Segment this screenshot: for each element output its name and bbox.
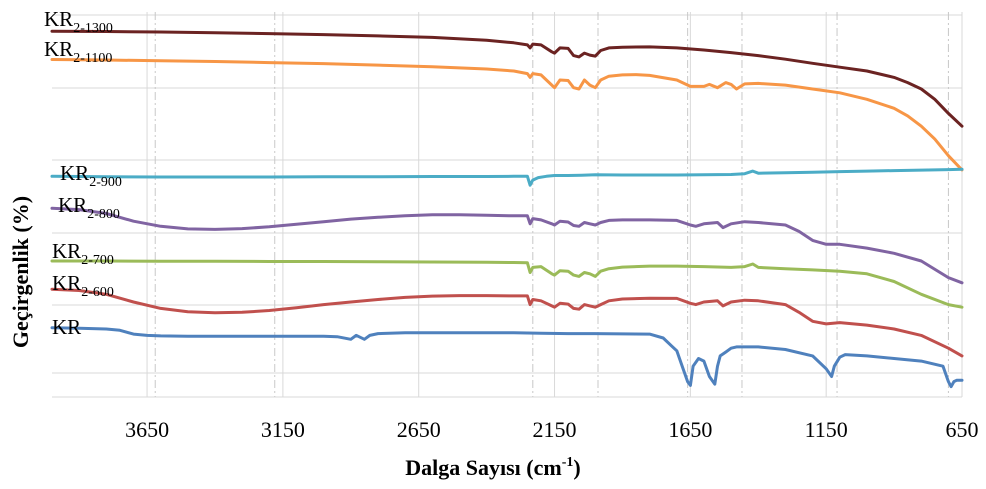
- x-tick-label: 2150: [533, 417, 577, 442]
- series-line-kr2-800: [50, 206, 964, 285]
- series-line-kr2-1100: [50, 58, 964, 172]
- x-tick-label: 2650: [397, 417, 441, 442]
- series-label-kr2-700: KR2-700: [52, 239, 114, 268]
- x-tick-label: 3150: [261, 417, 305, 442]
- series-label-kr: KR: [52, 315, 81, 339]
- series-label-kr2-600: KR2-600: [52, 271, 114, 300]
- series-line-kr: [50, 326, 964, 389]
- x-tick-label: 1650: [668, 417, 712, 442]
- series-label-kr2-1300: KR2-1300: [44, 7, 113, 36]
- chart-series-lines: [50, 29, 964, 389]
- series-line-kr2-900: [50, 167, 964, 187]
- series-line-kr2-700: [50, 259, 964, 309]
- x-axis-tick-labels: 3650 3150 2650 2150 1650 1150 650: [125, 417, 978, 442]
- chart-gridlines: [52, 12, 963, 398]
- series-label-kr2-1100: KR2-1100: [44, 37, 112, 66]
- series-label-kr2-800: KR2-800: [58, 193, 120, 222]
- series-label-kr2-900: KR2-900: [60, 161, 122, 190]
- y-axis-title: Geçirgenlik (%): [8, 196, 33, 348]
- x-axis-title: Dalga Sayısı (cm-1): [405, 455, 580, 480]
- series-line-kr2-600: [50, 287, 964, 358]
- series-line-kr2-1300: [50, 29, 964, 128]
- x-tick-label: 1150: [805, 417, 848, 442]
- x-tick-label: 650: [946, 417, 979, 442]
- x-tick-label: 3650: [125, 417, 169, 442]
